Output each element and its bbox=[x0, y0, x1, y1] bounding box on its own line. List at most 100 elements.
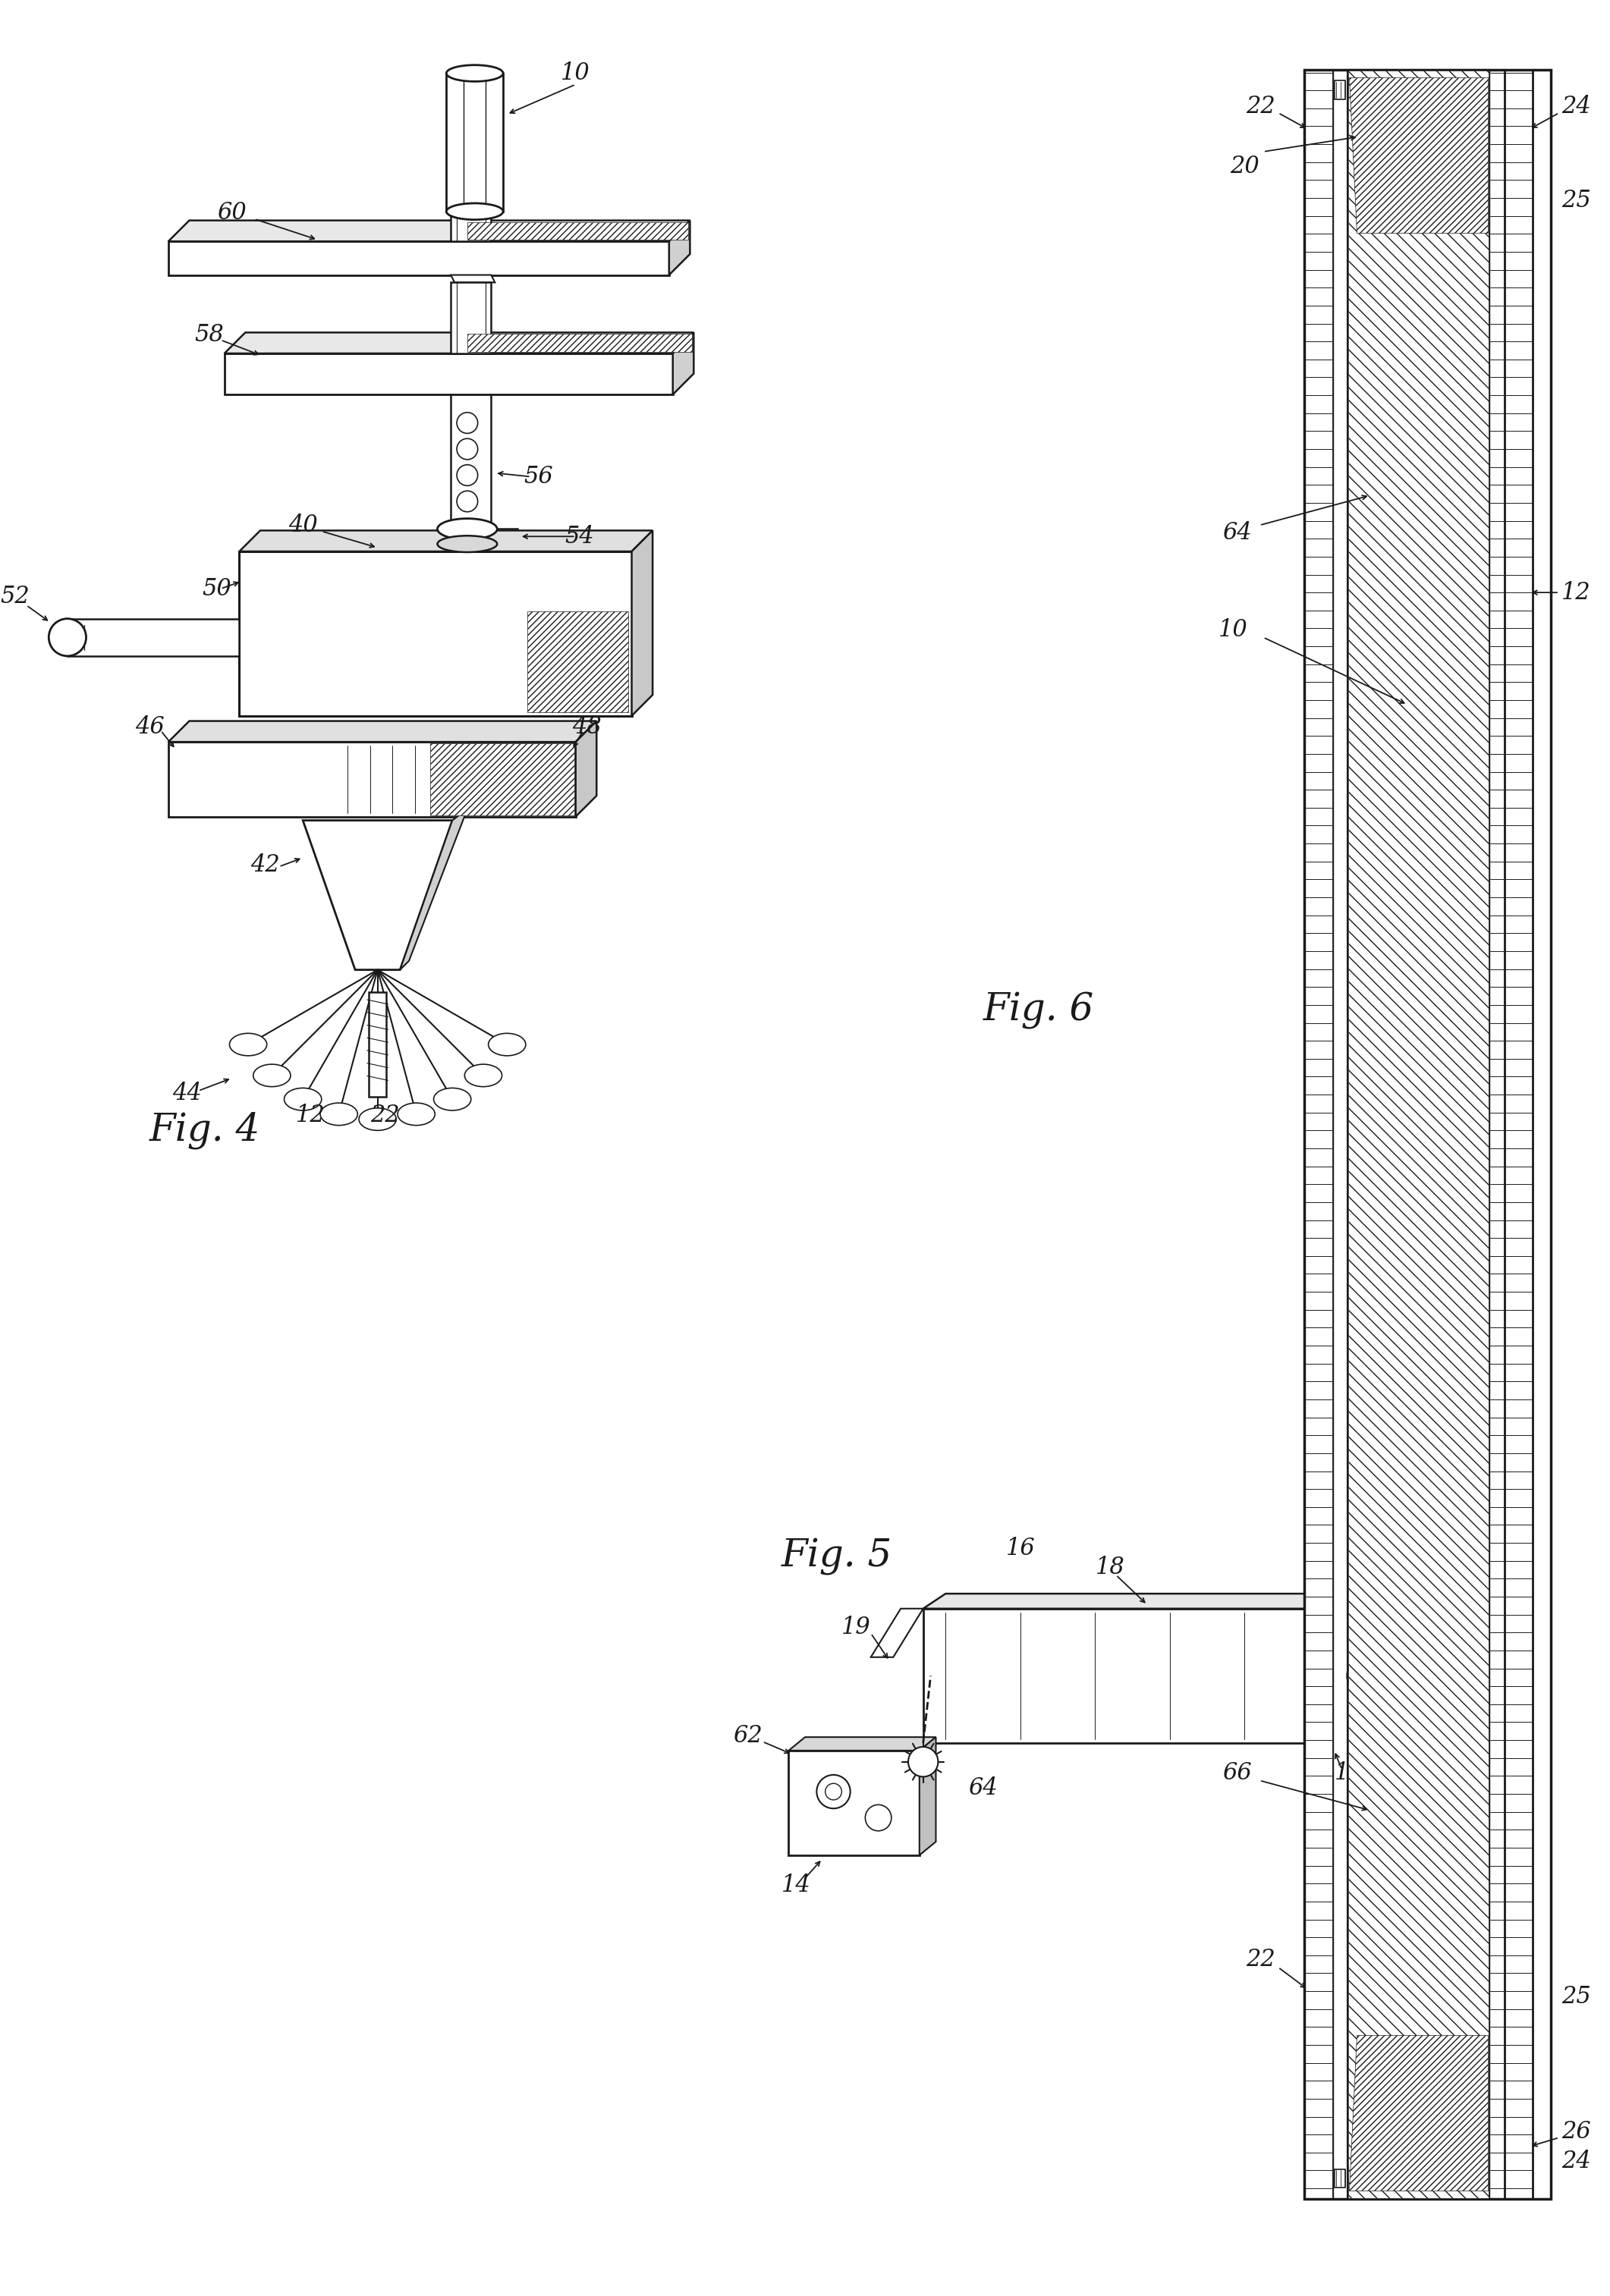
Text: 19: 19 bbox=[840, 1616, 871, 1639]
Ellipse shape bbox=[457, 491, 478, 512]
Text: 10: 10 bbox=[560, 62, 591, 85]
Polygon shape bbox=[169, 241, 670, 276]
Text: 64: 64 bbox=[1222, 521, 1251, 544]
Polygon shape bbox=[1505, 69, 1533, 2200]
Text: 22: 22 bbox=[1246, 94, 1275, 119]
Text: 48: 48 bbox=[572, 716, 602, 739]
Ellipse shape bbox=[446, 204, 504, 220]
Ellipse shape bbox=[48, 618, 85, 657]
Polygon shape bbox=[169, 742, 576, 817]
Ellipse shape bbox=[1357, 1665, 1378, 1685]
Text: 14: 14 bbox=[781, 1874, 811, 1896]
Ellipse shape bbox=[457, 439, 478, 459]
Ellipse shape bbox=[359, 1109, 396, 1130]
Ellipse shape bbox=[398, 1102, 435, 1125]
Polygon shape bbox=[451, 211, 491, 241]
Polygon shape bbox=[224, 354, 673, 395]
Polygon shape bbox=[399, 808, 467, 969]
Ellipse shape bbox=[320, 1102, 357, 1125]
Text: 54: 54 bbox=[565, 526, 594, 549]
Text: 12: 12 bbox=[296, 1104, 325, 1127]
Polygon shape bbox=[526, 611, 628, 712]
Polygon shape bbox=[1349, 71, 1489, 2197]
Polygon shape bbox=[871, 1609, 923, 1658]
Ellipse shape bbox=[826, 1784, 842, 1800]
Text: 60: 60 bbox=[217, 202, 246, 225]
Polygon shape bbox=[446, 73, 504, 211]
Polygon shape bbox=[631, 530, 652, 716]
Polygon shape bbox=[1349, 234, 1489, 549]
Ellipse shape bbox=[433, 1088, 472, 1111]
Polygon shape bbox=[923, 1593, 1349, 1609]
Ellipse shape bbox=[253, 1065, 290, 1086]
Text: 44: 44 bbox=[172, 1081, 201, 1104]
Text: 40: 40 bbox=[288, 514, 317, 537]
Ellipse shape bbox=[457, 464, 478, 487]
Ellipse shape bbox=[438, 535, 497, 551]
Text: 10: 10 bbox=[1335, 1761, 1364, 1784]
Polygon shape bbox=[451, 276, 494, 282]
Polygon shape bbox=[1335, 2170, 1346, 2188]
Ellipse shape bbox=[465, 1065, 502, 1086]
Polygon shape bbox=[240, 551, 631, 716]
Text: 20: 20 bbox=[1230, 154, 1259, 179]
Text: Fig. 5: Fig. 5 bbox=[781, 1538, 892, 1575]
Text: 66: 66 bbox=[1222, 1761, 1251, 1784]
Text: 58: 58 bbox=[195, 324, 224, 347]
Polygon shape bbox=[430, 744, 575, 815]
Polygon shape bbox=[1333, 69, 1348, 2200]
Polygon shape bbox=[673, 333, 694, 395]
Text: 62: 62 bbox=[733, 1724, 762, 1747]
Text: 56: 56 bbox=[523, 466, 552, 489]
Text: 64: 64 bbox=[968, 1777, 998, 1800]
Polygon shape bbox=[240, 530, 652, 551]
Polygon shape bbox=[441, 528, 517, 544]
Polygon shape bbox=[1349, 2034, 1489, 2190]
Text: Fig. 4: Fig. 4 bbox=[150, 1111, 261, 1150]
Polygon shape bbox=[1489, 69, 1505, 2200]
Polygon shape bbox=[303, 820, 452, 969]
Text: 18: 18 bbox=[1095, 1557, 1125, 1580]
Ellipse shape bbox=[865, 1805, 892, 1830]
Text: 52: 52 bbox=[0, 585, 31, 608]
Polygon shape bbox=[169, 721, 597, 742]
Polygon shape bbox=[1335, 80, 1346, 99]
Polygon shape bbox=[789, 1738, 935, 1750]
Text: 24: 24 bbox=[1562, 94, 1591, 119]
Text: 42: 42 bbox=[251, 854, 280, 877]
Ellipse shape bbox=[438, 519, 497, 540]
Text: 25: 25 bbox=[1562, 188, 1591, 211]
Text: 46: 46 bbox=[135, 716, 164, 739]
Polygon shape bbox=[467, 333, 692, 351]
Polygon shape bbox=[670, 220, 691, 276]
Polygon shape bbox=[1327, 1593, 1349, 1743]
Polygon shape bbox=[1349, 2034, 1488, 2190]
Text: 22: 22 bbox=[1246, 1947, 1275, 1972]
Ellipse shape bbox=[446, 64, 504, 80]
Polygon shape bbox=[467, 223, 689, 239]
Polygon shape bbox=[576, 721, 597, 817]
Text: 22: 22 bbox=[370, 1104, 399, 1127]
Polygon shape bbox=[169, 220, 691, 241]
Text: 24: 24 bbox=[1562, 2149, 1591, 2174]
Ellipse shape bbox=[285, 1088, 322, 1111]
Polygon shape bbox=[1304, 69, 1333, 2200]
Text: 10: 10 bbox=[1219, 618, 1248, 641]
Text: 25: 25 bbox=[1562, 1986, 1591, 2009]
Ellipse shape bbox=[457, 413, 478, 434]
Polygon shape bbox=[1349, 78, 1488, 234]
Polygon shape bbox=[68, 618, 240, 657]
Polygon shape bbox=[919, 1738, 935, 1855]
Polygon shape bbox=[1349, 1720, 1489, 2034]
Polygon shape bbox=[1349, 78, 1489, 234]
Polygon shape bbox=[789, 1750, 919, 1855]
Ellipse shape bbox=[816, 1775, 850, 1809]
Text: 24: 24 bbox=[1402, 1637, 1431, 1662]
Text: Fig. 6: Fig. 6 bbox=[984, 992, 1095, 1029]
Polygon shape bbox=[451, 282, 491, 354]
Text: 16: 16 bbox=[1006, 1536, 1035, 1561]
Ellipse shape bbox=[908, 1747, 939, 1777]
Ellipse shape bbox=[488, 1033, 526, 1056]
Ellipse shape bbox=[1348, 1655, 1388, 1697]
Text: 12: 12 bbox=[1562, 581, 1591, 604]
